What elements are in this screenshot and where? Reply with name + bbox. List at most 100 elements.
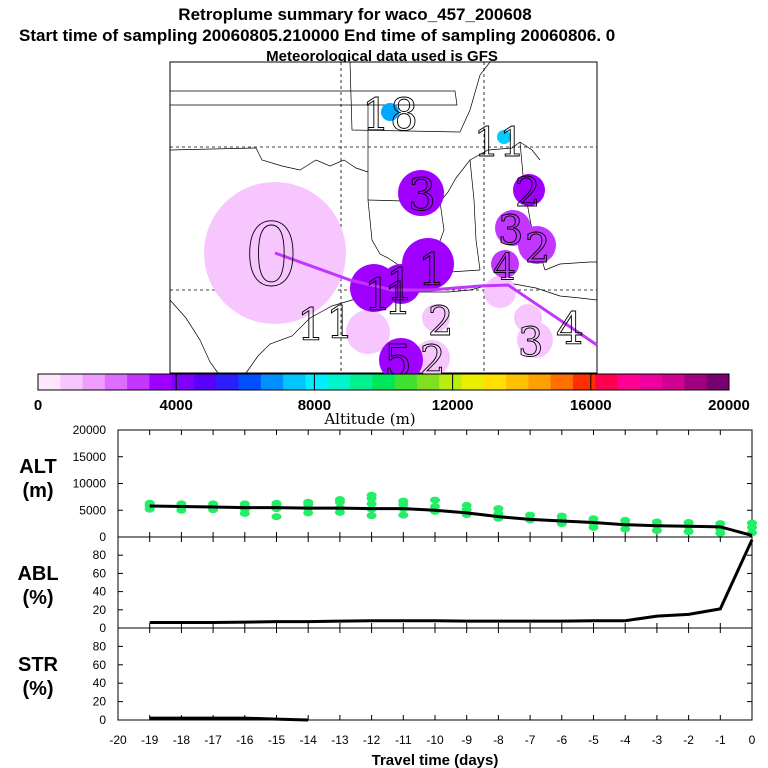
colorbar-swatch <box>595 374 619 390</box>
y-tick-label: 0 <box>99 713 106 727</box>
colorbar-swatch <box>706 374 730 390</box>
x-tick-label: -13 <box>331 733 349 747</box>
x-tick-label: -17 <box>204 733 222 747</box>
colorbar-swatch <box>216 374 240 390</box>
colorbar-swatch <box>662 374 685 390</box>
scatter-point <box>620 525 631 533</box>
time-series-panels: 20000150001000050000ALT(m)806040200ABL(%… <box>17 423 757 747</box>
colorbar-swatch <box>483 374 507 390</box>
colorbar-tick-label: 8000 <box>298 397 331 414</box>
y-axis-unit: (m) <box>22 480 53 502</box>
y-tick-label: 80 <box>93 639 107 653</box>
scatter-point <box>303 498 314 506</box>
map-label: 2 <box>515 170 540 216</box>
scatter-point <box>588 515 599 523</box>
map-label: 3 <box>518 320 543 366</box>
map-gridlines <box>170 62 597 373</box>
y-tick-label: 0 <box>99 621 106 635</box>
y-tick-label: 40 <box>93 585 107 599</box>
x-tick-label: -1 <box>715 733 726 747</box>
plume-circle-cyan <box>497 130 511 144</box>
colorbar-swatch <box>572 374 596 390</box>
y-axis-unit: (%) <box>22 678 53 700</box>
colorbar-swatch <box>416 374 440 390</box>
scatter-point <box>683 528 694 536</box>
colorbar-swatch <box>171 374 195 390</box>
map-label: 2 <box>428 299 453 345</box>
plume-circle <box>414 340 450 376</box>
x-axis-label: Travel time (days) <box>372 752 499 768</box>
y-axis-label: STR <box>18 654 59 676</box>
colorbar-swatch <box>350 374 373 390</box>
plume-track <box>274 251 598 347</box>
scatter-point <box>747 519 757 527</box>
plume-circle <box>398 170 444 216</box>
colorbar-swatch <box>639 374 663 390</box>
y-tick-label: 60 <box>93 658 107 672</box>
colorbar-swatch <box>528 374 552 390</box>
colorbar-swatch <box>506 374 529 390</box>
colorbar-tick-label: 0 <box>34 397 42 414</box>
scatter-point <box>461 501 472 509</box>
series-line <box>149 504 753 537</box>
series-line <box>149 539 754 625</box>
scatter-point <box>683 519 694 527</box>
y-tick-label: 40 <box>93 676 107 690</box>
map-label: 2 <box>525 226 550 272</box>
scatter-point <box>271 513 282 521</box>
series-line <box>149 716 309 722</box>
y-axis-label: ABL <box>17 563 58 585</box>
sampling-times: Start time of sampling 20060805.210000 E… <box>19 26 615 45</box>
y-tick-label: 0 <box>99 530 106 544</box>
map-label: 1 <box>297 300 325 351</box>
x-tick-label: -3 <box>652 733 663 747</box>
plume-circle <box>518 226 556 264</box>
plume-circle <box>513 174 545 206</box>
colorbar-swatch <box>82 374 106 390</box>
x-tick-label: -8 <box>493 733 504 747</box>
scatter-point <box>334 496 345 504</box>
colorbar-label: Altitude (m) <box>323 410 415 428</box>
colorbar-swatch <box>238 374 262 390</box>
scatter-point <box>398 511 409 519</box>
x-tick-label: -12 <box>363 733 381 747</box>
colorbar-swatch <box>394 374 418 390</box>
plume-circle <box>422 304 450 332</box>
scatter-point <box>493 505 504 513</box>
map-label: 18 <box>362 90 418 141</box>
x-tick-label: -20 <box>109 733 127 747</box>
map-label: 4 <box>493 248 516 289</box>
y-tick-label: 5000 <box>79 503 106 517</box>
colorbar-swatch <box>260 374 284 390</box>
x-tick-label: -2 <box>683 733 694 747</box>
colorbar-tick-label: 12000 <box>432 397 474 414</box>
x-tick-label: -5 <box>588 733 599 747</box>
panel-abl: 80 60 40 20 0 ABL(%) <box>17 536 754 635</box>
panel-alt: 20000 15000 10000 5000 0 ALT(m) <box>19 423 757 544</box>
y-tick-label: 10000 <box>73 477 107 491</box>
map-label: 1 <box>384 274 412 325</box>
scatter-point <box>525 511 536 519</box>
x-tick-label: -10 <box>426 733 444 747</box>
colorbar-frame <box>37 373 730 391</box>
scatter-point <box>398 497 409 505</box>
plume-map: 18 11 3 2 3 2 0 4 1 1 1 1 1 1 2 5 2 3 4 <box>169 61 598 387</box>
panel-frame <box>117 627 753 721</box>
scatter-point <box>271 499 282 507</box>
colorbar-swatch <box>127 374 150 390</box>
y-tick-label: 20000 <box>73 423 107 437</box>
x-tick-label: -6 <box>556 733 567 747</box>
colorbar-swatch <box>550 374 574 390</box>
plume-circle <box>346 310 390 354</box>
map-label: 0 <box>244 206 299 306</box>
colorbar-swatch <box>149 374 173 390</box>
y-tick-label: 60 <box>93 566 107 580</box>
colorbar-swatch <box>439 374 463 390</box>
colorbar-swatch <box>305 374 329 390</box>
plume-circle <box>381 264 421 304</box>
scatter-point <box>303 509 314 517</box>
plume-circle <box>491 250 519 278</box>
plume-circle <box>514 304 542 332</box>
y-tick-label: 80 <box>93 548 107 562</box>
